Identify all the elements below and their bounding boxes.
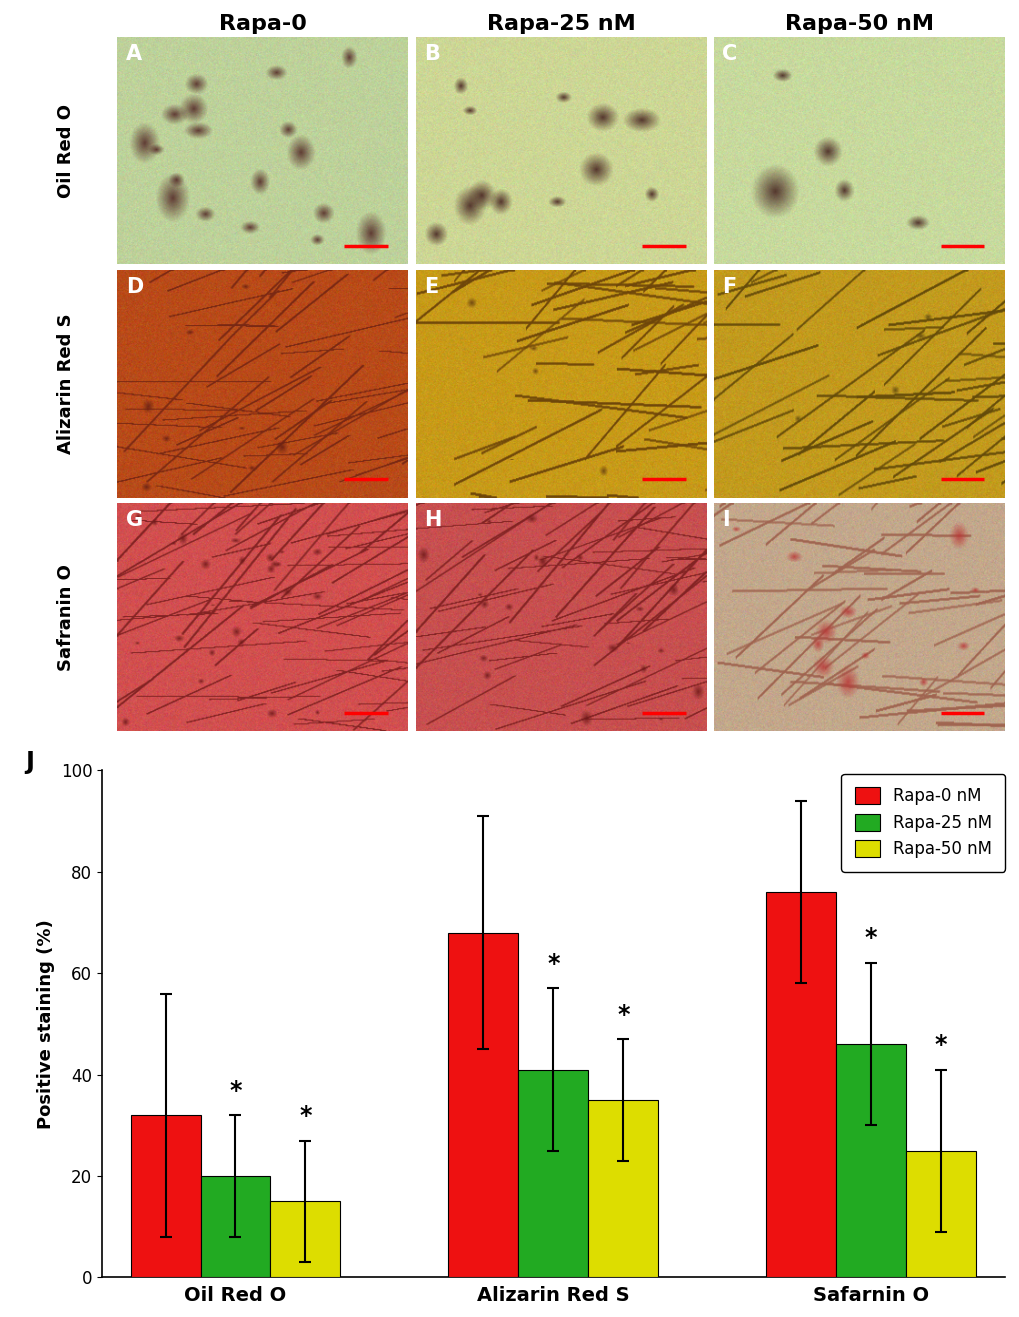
Bar [130,1115,201,1277]
Title: Rapa-25 nM: Rapa-25 nM [486,14,635,34]
Text: *: * [229,1079,242,1102]
Bar [201,1176,270,1277]
Text: Alizarin Red S: Alizarin Red S [57,313,75,454]
Title: Rapa-50 nM: Rapa-50 nM [784,14,932,34]
Text: D: D [126,277,143,296]
Text: G: G [126,510,143,531]
Legend: Rapa-0 nM, Rapa-25 nM, Rapa-50 nM: Rapa-0 nM, Rapa-25 nM, Rapa-50 nM [841,773,1005,872]
Text: Oil Red O: Oil Red O [57,104,75,198]
Text: A: A [126,43,142,63]
Text: *: * [299,1104,312,1127]
Text: I: I [721,510,730,531]
Text: *: * [934,1033,947,1058]
Bar [588,1100,657,1277]
Text: *: * [616,1002,629,1026]
Text: C: C [721,43,737,63]
Title: Rapa-0: Rapa-0 [219,14,307,34]
Text: F: F [721,277,736,296]
Text: Safranin O: Safranin O [57,564,75,670]
Bar [905,1151,975,1277]
Bar [448,932,518,1277]
Text: B: B [424,43,439,63]
Text: E: E [424,277,438,296]
Bar [836,1044,905,1277]
Y-axis label: Positive staining (%): Positive staining (%) [37,919,55,1129]
Text: H: H [424,510,441,531]
Text: J: J [25,751,34,774]
Text: *: * [864,926,876,951]
Text: *: * [546,952,559,976]
Bar [765,892,836,1277]
Bar [518,1069,588,1277]
Bar [270,1201,340,1277]
